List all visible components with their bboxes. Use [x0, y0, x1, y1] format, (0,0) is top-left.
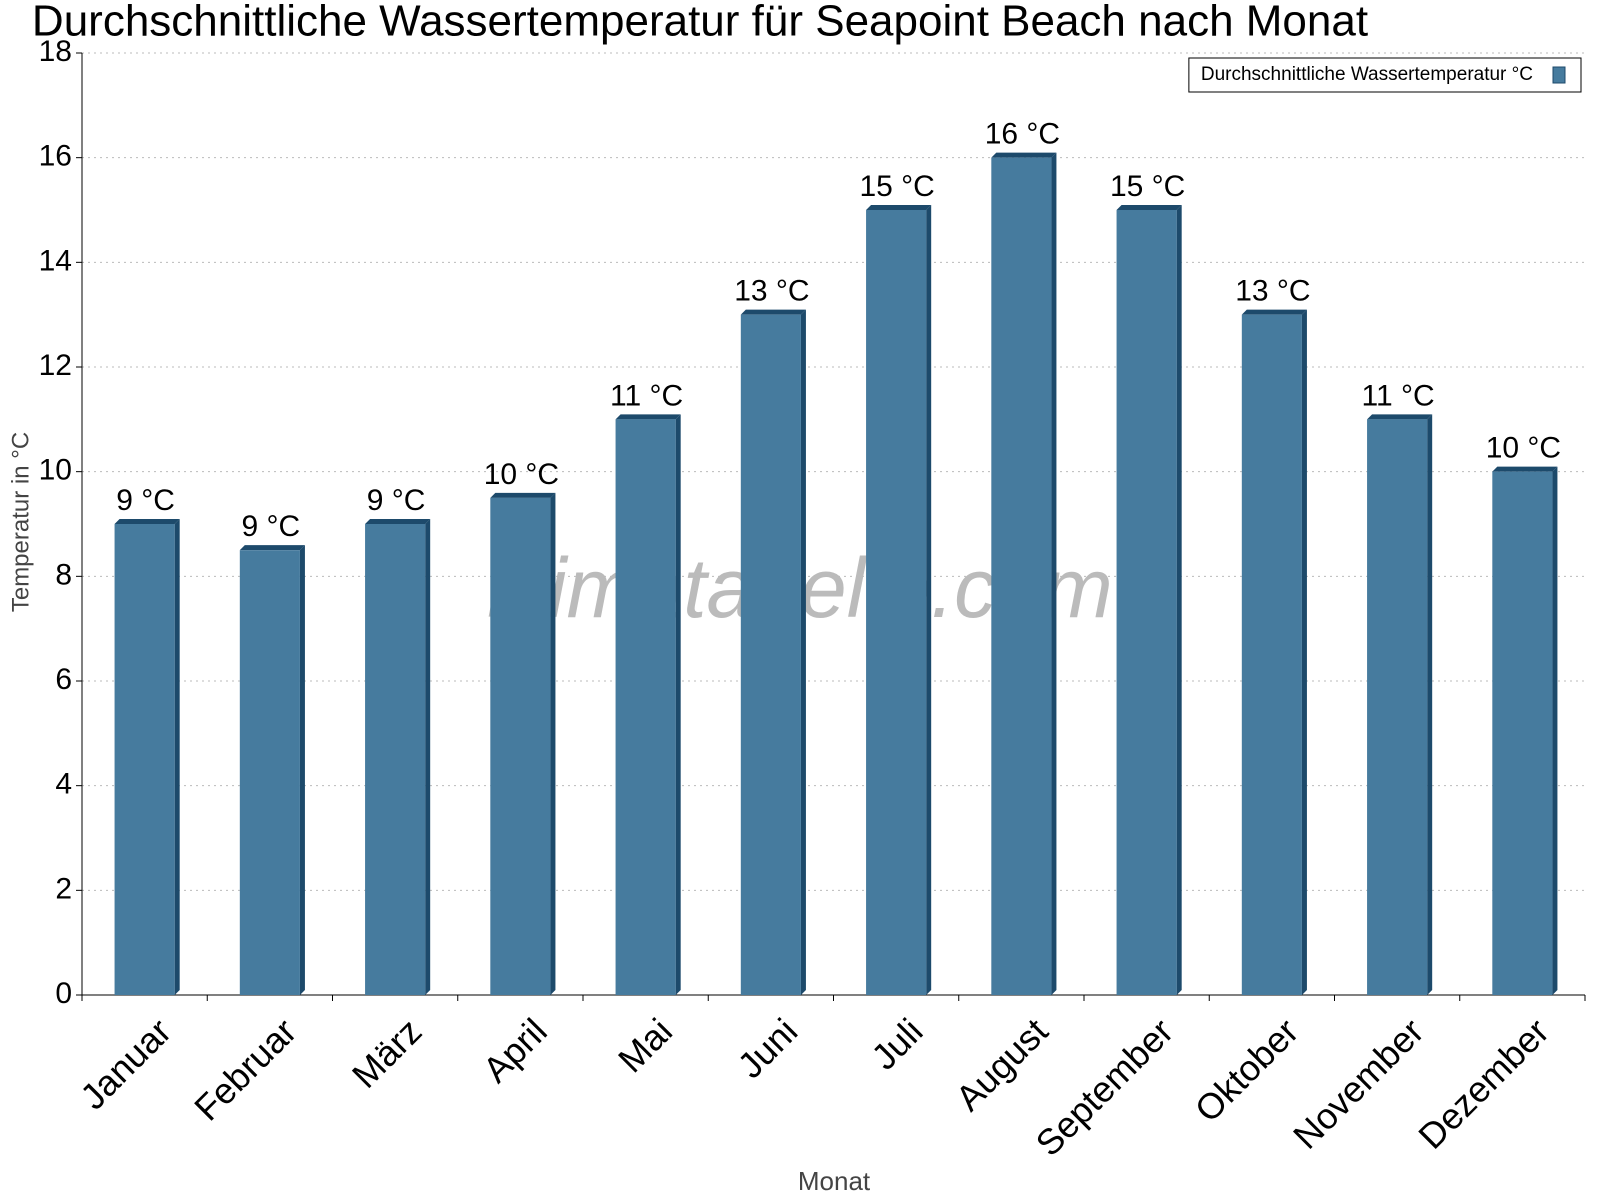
bar-side	[174, 519, 180, 995]
y-tick-label: 10	[39, 454, 72, 487]
bar	[866, 210, 927, 995]
value-label: 9 °C	[367, 484, 426, 517]
legend-label: Durchschnittliche Wassertemperatur °C	[1201, 64, 1533, 85]
legend-box	[1188, 57, 1582, 93]
value-label: 9 °C	[116, 484, 175, 517]
bar-top	[740, 309, 806, 315]
bar-side	[550, 492, 556, 995]
x-axis-label: Monat	[798, 1166, 871, 1196]
bar	[1492, 471, 1553, 996]
bar-top	[1241, 309, 1307, 315]
y-axis-label: Temperatur in °C	[7, 432, 34, 612]
bar-side	[299, 545, 305, 995]
y-tick-label: 16	[39, 140, 72, 173]
bar-top	[1116, 205, 1182, 210]
y-tick-label: 8	[55, 558, 72, 591]
bar-side	[1051, 152, 1057, 995]
value-label: 15 °C	[859, 170, 934, 203]
y-tick-label: 18	[39, 35, 72, 68]
y-tick-label: 2	[55, 872, 72, 905]
bar-side	[1427, 414, 1433, 995]
bar	[615, 419, 676, 995]
legend: Durchschnittliche Wassertemperatur °C	[1188, 57, 1582, 93]
chart-title: Durchschnittliche Wassertemperatur für S…	[32, 0, 1368, 46]
bar-top	[365, 519, 431, 524]
bar	[1367, 419, 1428, 995]
value-label: 11 °C	[610, 379, 683, 412]
bar	[365, 524, 426, 995]
bar-top	[239, 545, 305, 551]
legend-swatch	[1552, 66, 1566, 84]
value-label: 10 °C	[1486, 432, 1561, 465]
y-tick-label: 6	[55, 663, 72, 696]
bar-side	[675, 414, 681, 995]
bar-top	[490, 492, 556, 498]
bar-side	[1552, 466, 1558, 996]
bar-top	[1367, 414, 1433, 420]
y-tick-label: 14	[39, 244, 72, 277]
value-label: 10 °C	[484, 458, 559, 491]
bar-side	[1301, 309, 1307, 996]
bar	[490, 497, 551, 995]
y-tick-label: 12	[39, 349, 72, 382]
bar	[114, 524, 175, 995]
value-label: 11 °C	[1362, 379, 1435, 412]
y-tick-label: 4	[55, 768, 72, 801]
bar	[740, 314, 801, 996]
bar	[239, 550, 300, 995]
bar	[991, 157, 1052, 995]
bar-side	[425, 519, 431, 995]
value-label: 15 °C	[1110, 170, 1185, 203]
value-label: 16 °C	[985, 118, 1060, 151]
value-label: 13 °C	[734, 275, 809, 308]
y-tick-label: 0	[55, 977, 72, 1010]
bar-side	[926, 205, 932, 995]
bar-top	[615, 414, 681, 420]
bar-side	[1176, 205, 1182, 995]
bar	[1241, 314, 1302, 996]
bar-top	[1492, 466, 1558, 472]
bar-top	[991, 152, 1057, 158]
bar-side	[800, 309, 806, 996]
bar-top	[114, 519, 180, 524]
bar	[1116, 210, 1177, 995]
value-label: 13 °C	[1235, 275, 1310, 308]
bar-top	[866, 205, 932, 210]
value-label: 9 °C	[242, 510, 301, 543]
